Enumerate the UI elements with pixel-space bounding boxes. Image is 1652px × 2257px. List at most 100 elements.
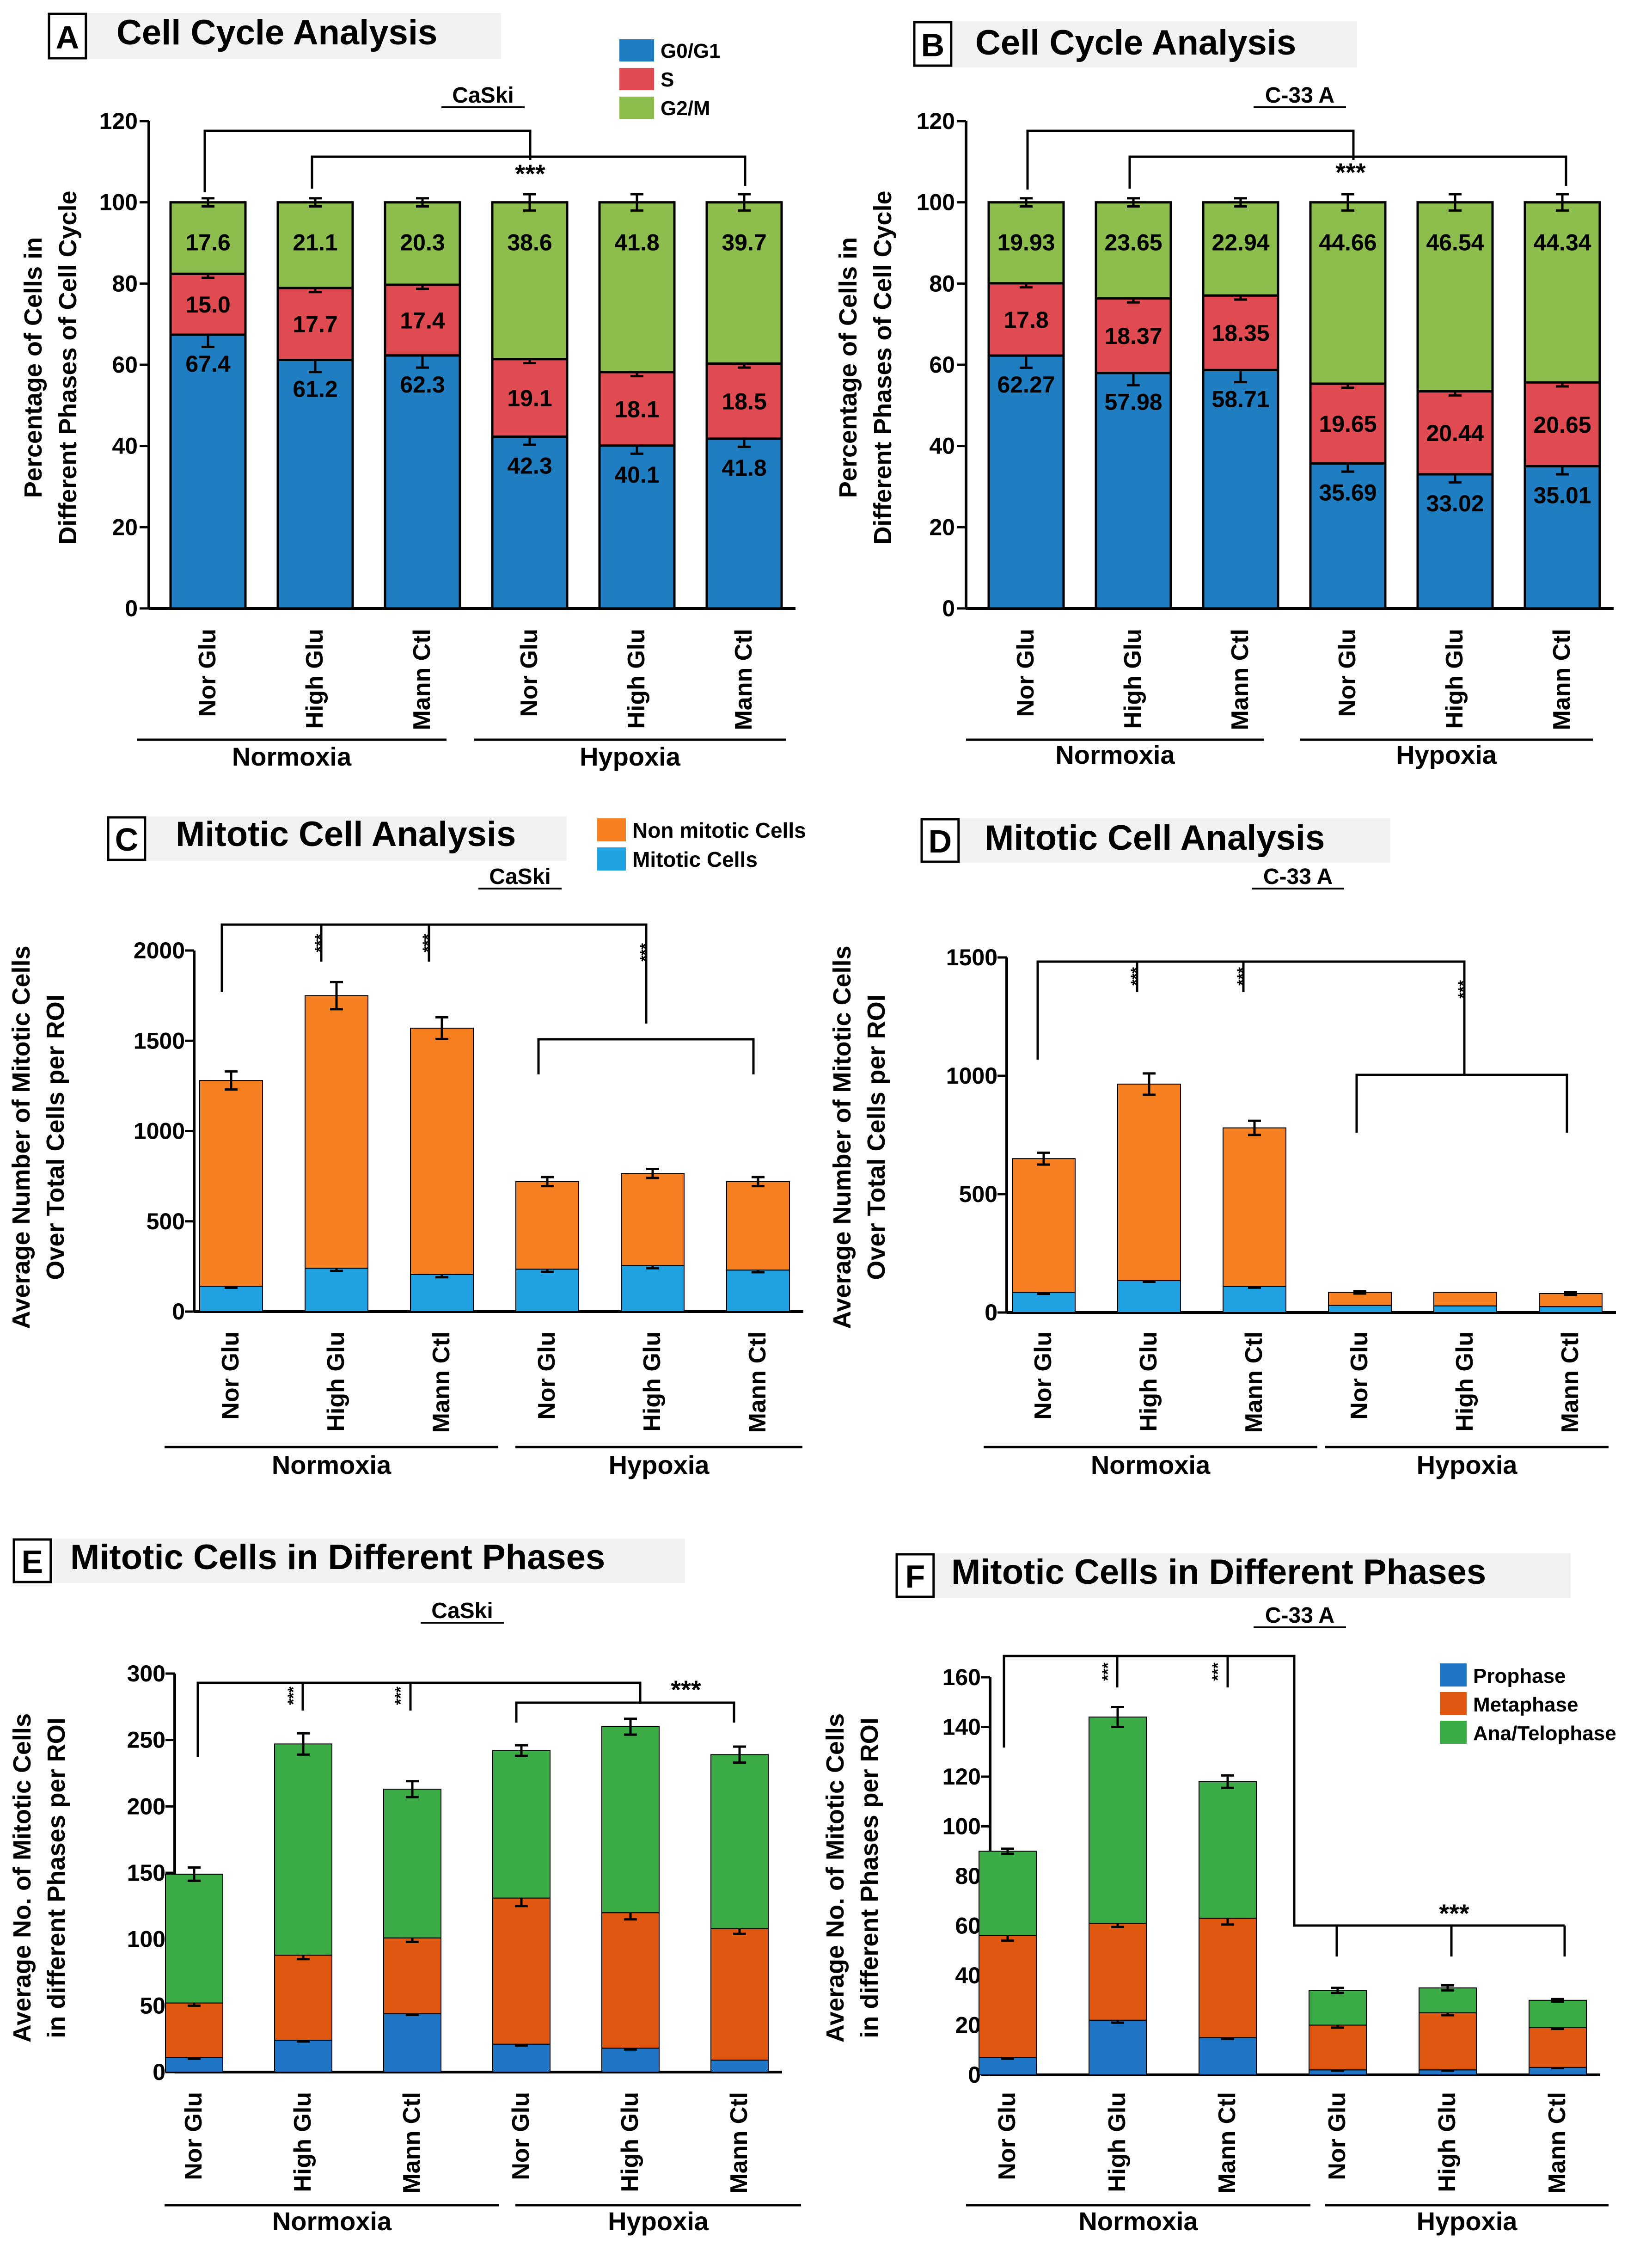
bar-g2-m (276, 201, 354, 289)
y-tick-label: 20 (112, 514, 138, 540)
data-label: 40.1 (614, 462, 659, 488)
chart-title: Mitotic Cells in Different Phases (70, 1538, 605, 1577)
bar-g0-g1 (1309, 462, 1387, 610)
y-axis-label: Percentage of Cells in (19, 237, 47, 498)
bar-g2-m (705, 201, 783, 365)
bar-ana-telophase (274, 1743, 332, 1956)
y-tick-label: 300 (127, 1661, 165, 1687)
y-axis-label: Percentage of Cells in (834, 237, 862, 498)
bar-s (169, 272, 247, 336)
bar-prophase (710, 2060, 769, 2073)
data-label: 44.66 (1319, 230, 1377, 256)
bar-ana-telophase (1529, 1999, 1587, 2028)
data-label: 67.4 (185, 351, 231, 377)
bar-s (1202, 294, 1279, 371)
x-tick-label: High Glu (1434, 2092, 1461, 2192)
bar-g0-g1 (1524, 465, 1601, 610)
x-tick-label: Nor Glu (516, 629, 543, 717)
y-axis-label: Average Number of Mitotic Cells (7, 945, 35, 1329)
bar-non-mitotic-cells (199, 1080, 263, 1287)
data-label: 17.4 (400, 307, 445, 333)
panel-letter: B (921, 27, 945, 63)
bar-s (1524, 381, 1601, 467)
y-tick-label: 0 (985, 1300, 997, 1325)
y-tick-label: 1000 (946, 1063, 997, 1089)
data-label: 57.98 (1104, 389, 1162, 415)
bar-g2-m (384, 201, 461, 286)
bar-ana-telophase (492, 1750, 551, 1899)
panel-letter-box (48, 12, 87, 60)
chart-title: Mitotic Cell Analysis (985, 818, 1325, 858)
data-label: 44.34 (1533, 230, 1591, 256)
x-tick-label: Nor Glu (1012, 629, 1039, 717)
significance-bracket (515, 1701, 735, 1723)
bar-metaphase (492, 1897, 551, 2045)
y-tick-label: 500 (959, 1181, 997, 1207)
data-label: 35.69 (1319, 480, 1377, 506)
y-tick-label: 250 (127, 1727, 165, 1753)
x-tick-label: Nor Glu (194, 629, 221, 717)
y-tick-label: 0 (125, 595, 138, 621)
x-tick-label: Mann Ctl (1544, 2092, 1571, 2194)
group-label: Hypoxia (609, 1450, 710, 1479)
data-label: 42.3 (507, 453, 552, 478)
title-background (913, 21, 1357, 67)
chart-subtitle: CaSki (431, 1599, 493, 1623)
legend-label: Ana/Telophase (1473, 1722, 1616, 1745)
significance-stars: *** (312, 933, 330, 952)
bar-non-mitotic-cells (1223, 1127, 1286, 1287)
significance-stars: *** (671, 1675, 701, 1704)
panel-letter: C (115, 822, 139, 858)
bar-non-mitotic-cells (1433, 1292, 1497, 1306)
significance-bracket (1128, 155, 1567, 189)
y-tick-label: 0 (942, 595, 955, 621)
bar-g0-g1 (987, 354, 1065, 610)
x-tick-label: Mann Ctl (1557, 1331, 1584, 1433)
bar-ana-telophase (165, 1873, 223, 2004)
data-label: 38.6 (507, 230, 552, 256)
significance-bracket (196, 1681, 642, 1757)
group-label: Normoxia (232, 742, 352, 771)
bar-s (1309, 382, 1387, 465)
group-label: Hypoxia (608, 2207, 709, 2236)
bar-ana-telophase (1199, 1781, 1257, 1919)
panel-letter-box (107, 816, 147, 861)
data-label: 18.35 (1211, 320, 1269, 346)
chart-title: Cell Cycle Analysis (975, 23, 1296, 62)
bar-ana-telophase (1309, 1990, 1367, 2026)
group-label: Normoxia (1055, 740, 1175, 769)
bar-s (491, 358, 569, 438)
y-axis-label: Different Phases of Cell Cycle (54, 190, 82, 544)
title-background (48, 13, 501, 59)
bar-mitotic-cells (515, 1269, 579, 1312)
group-label: Normoxia (272, 2207, 392, 2236)
significance-bracket (203, 129, 532, 192)
bar-g2-m (491, 201, 569, 361)
data-label: 62.3 (400, 372, 445, 398)
group-label: Normoxia (1091, 1450, 1211, 1479)
legend-swatch (619, 97, 654, 119)
y-tick-label: 60 (112, 352, 138, 378)
bar-g0-g1 (1095, 372, 1172, 610)
bar-ana-telophase (1089, 1717, 1147, 1924)
bar-non-mitotic-cells (621, 1173, 685, 1266)
y-axis-label: Average No. of Mitotic Cells (821, 1713, 849, 2042)
y-tick-label: 1500 (134, 1028, 185, 1054)
x-tick-label: Nor Glu (1324, 2092, 1351, 2180)
bar-ana-telophase (383, 1788, 441, 1938)
y-tick-label: 1500 (946, 945, 997, 970)
y-tick-label: 100 (99, 190, 138, 215)
bar-mitotic-cells (1012, 1292, 1076, 1313)
y-tick-label: 100 (942, 1814, 981, 1840)
bar-metaphase (710, 1928, 769, 2061)
data-label: 22.94 (1211, 230, 1269, 256)
legend-swatch (1440, 1721, 1467, 1744)
bar-metaphase (601, 1912, 660, 2049)
panel-letter: D (929, 823, 952, 859)
group-label: Hypoxia (1396, 740, 1497, 769)
panel-letter-box (920, 818, 960, 863)
data-label: 18.1 (614, 396, 659, 422)
data-label: 19.65 (1319, 411, 1377, 437)
legend-label: Non mitotic Cells (632, 818, 806, 842)
